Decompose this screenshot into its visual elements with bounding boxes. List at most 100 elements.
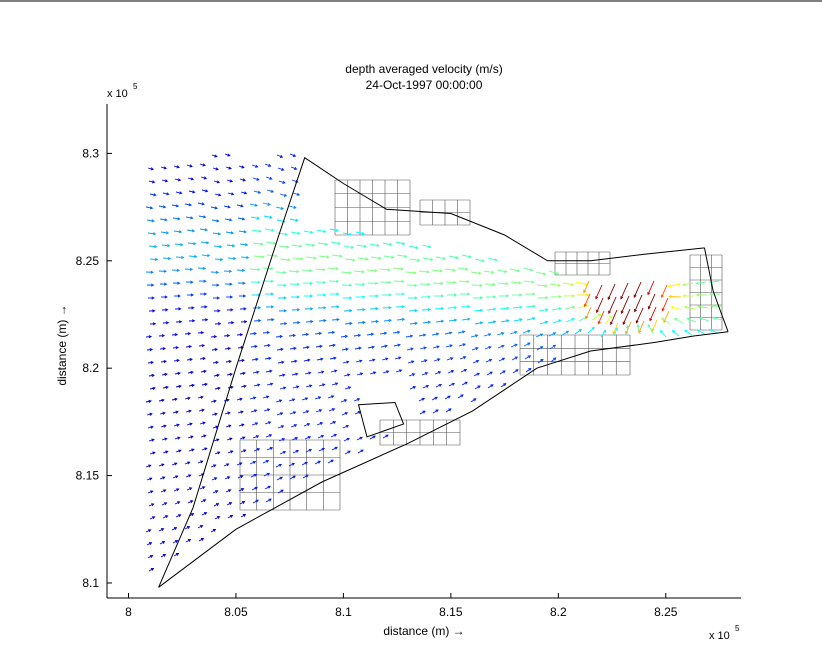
velocity-arrow-head xyxy=(422,410,426,414)
velocity-arrow-head xyxy=(212,529,217,532)
velocity-arrow-head xyxy=(660,294,664,299)
velocity-arrow xyxy=(523,342,531,347)
velocity-arrow-head xyxy=(323,293,327,297)
velocity-arrow-head xyxy=(271,228,275,232)
velocity-arrow xyxy=(445,281,456,284)
velocity-arrow-head xyxy=(397,330,401,334)
velocity-arrow-head xyxy=(176,488,180,492)
velocity-arrow-head xyxy=(200,395,204,399)
velocity-arrow-head xyxy=(214,412,218,416)
velocity-arrow xyxy=(265,176,272,180)
velocity-arrow-head xyxy=(710,304,714,308)
velocity-arrow-head xyxy=(229,282,233,286)
velocity-arrow xyxy=(485,359,492,363)
velocity-arrow-head xyxy=(216,283,220,287)
velocity-arrow xyxy=(460,369,467,373)
velocity-arrow xyxy=(149,193,156,196)
velocity-arrow-head xyxy=(257,190,262,194)
velocity-arrow xyxy=(511,356,518,361)
velocity-arrow-head xyxy=(253,331,258,336)
velocity-arrow-head xyxy=(462,343,467,347)
velocity-arrow-head xyxy=(203,499,207,503)
velocity-arrow xyxy=(145,206,153,209)
velocity-arrow xyxy=(684,306,696,310)
velocity-arrow-head xyxy=(506,306,510,310)
velocity-arrow-head xyxy=(258,229,262,233)
velocity-arrow-head xyxy=(189,422,193,426)
velocity-arrow xyxy=(265,370,272,373)
velocity-arrow-head xyxy=(598,313,602,317)
velocity-arrow-head xyxy=(164,282,168,286)
velocity-arrow xyxy=(597,310,605,324)
velocity-arrow-head xyxy=(260,242,264,246)
velocity-arrow-head xyxy=(265,459,270,463)
velocity-arrow-head xyxy=(318,331,323,336)
velocity-arrow xyxy=(487,257,498,261)
velocity-arrow xyxy=(184,203,192,206)
x-tick-label: 8 xyxy=(125,605,132,619)
velocity-arrow xyxy=(305,449,312,453)
velocity-arrow-head xyxy=(440,294,445,298)
velocity-arrow xyxy=(470,334,478,338)
velocity-arrow-head xyxy=(411,360,415,364)
velocity-arrow-head xyxy=(389,242,393,247)
velocity-arrow-head xyxy=(214,477,218,481)
velocity-arrow xyxy=(344,450,351,455)
velocity-arrow-head xyxy=(202,421,206,425)
velocity-arrow-head xyxy=(283,193,288,197)
velocity-arrow-head xyxy=(162,411,166,415)
velocity-arrow xyxy=(357,321,365,324)
velocity-arrow xyxy=(418,270,429,273)
velocity-arrow xyxy=(318,319,326,322)
velocity-arrow xyxy=(303,230,313,234)
velocity-arrow-head xyxy=(365,257,369,261)
velocity-arrows xyxy=(145,153,723,572)
velocity-arrow-head xyxy=(473,398,477,402)
velocity-arrow xyxy=(434,371,441,375)
velocity-arrow-head xyxy=(227,205,231,209)
velocity-arrow xyxy=(355,360,362,363)
y-tick-label: 8.1 xyxy=(82,576,99,590)
velocity-arrow-head xyxy=(361,231,366,236)
velocity-arrow-head xyxy=(148,335,153,339)
velocity-arrow-head xyxy=(319,344,323,348)
velocity-arrow-head xyxy=(683,305,688,309)
velocity-arrow-head xyxy=(401,317,406,321)
velocity-arrow-head xyxy=(493,307,497,311)
velocity-arrow xyxy=(224,218,232,221)
velocity-arrow-head xyxy=(709,292,713,296)
velocity-arrow xyxy=(327,267,338,270)
velocity-arrow xyxy=(394,356,401,360)
velocity-arrow-head xyxy=(333,356,337,360)
velocity-arrow xyxy=(290,424,297,428)
velocity-arrow-head xyxy=(608,310,612,315)
velocity-arrow-head xyxy=(239,462,243,466)
velocity-arrow-head xyxy=(244,320,248,324)
velocity-arrow-head xyxy=(479,308,484,312)
velocity-arrow-head xyxy=(359,436,363,440)
velocity-arrow-head xyxy=(437,358,441,362)
velocity-arrow-head xyxy=(385,357,389,361)
velocity-arrow xyxy=(461,318,470,321)
velocity-arrow-head xyxy=(373,371,377,375)
velocity-arrow-head xyxy=(321,383,326,387)
velocity-arrow xyxy=(486,308,496,311)
velocity-arrow-head xyxy=(414,296,418,300)
velocity-arrow-head xyxy=(462,330,466,334)
velocity-arrow xyxy=(395,241,405,245)
velocity-arrow-head xyxy=(348,283,353,287)
velocity-arrow xyxy=(171,204,179,207)
velocity-arrow xyxy=(148,245,157,248)
velocity-arrow-head xyxy=(344,412,349,415)
velocity-arrow xyxy=(250,409,257,413)
velocity-arrow-head xyxy=(620,310,624,314)
velocity-arrow xyxy=(396,254,407,258)
velocity-arrow-head xyxy=(489,371,493,375)
velocity-arrow xyxy=(435,256,446,260)
velocity-arrow-head xyxy=(545,308,549,312)
velocity-arrow xyxy=(197,202,205,205)
velocity-arrow xyxy=(444,268,455,271)
velocity-arrow xyxy=(513,318,522,322)
velocity-arrow xyxy=(620,295,630,314)
velocity-arrow-head xyxy=(336,305,340,309)
